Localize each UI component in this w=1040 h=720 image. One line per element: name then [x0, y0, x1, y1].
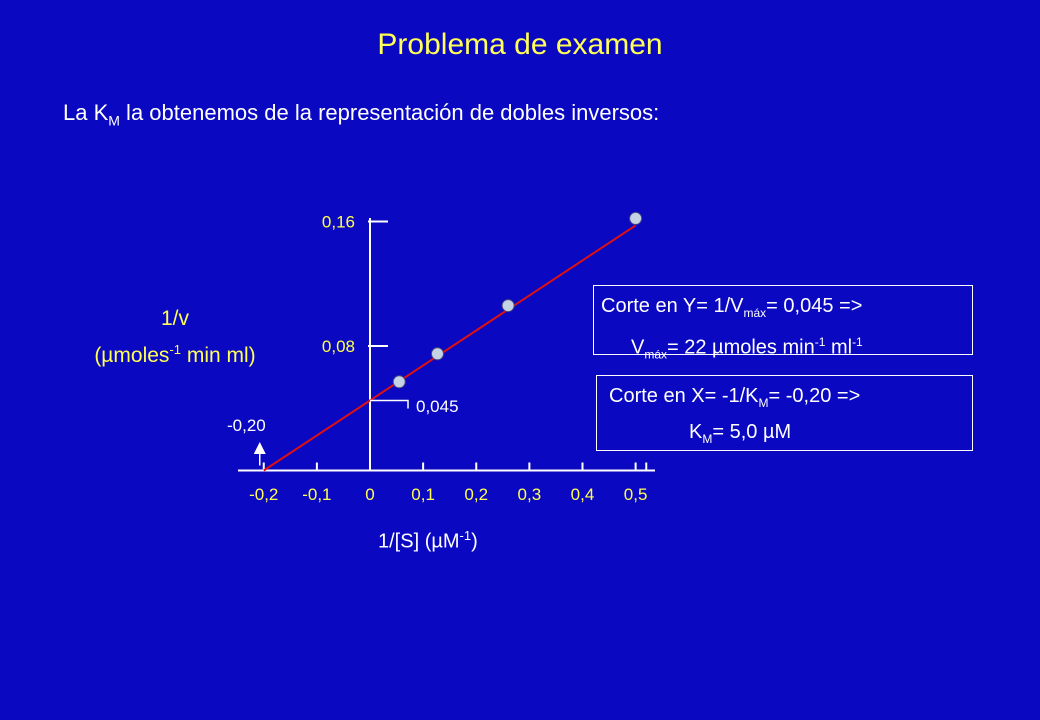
y-tick-label: 0,08	[322, 337, 355, 356]
x-tick-label: -0,2	[249, 485, 278, 504]
subtitle-sub: M	[108, 112, 120, 129]
x-tick-label: 0,5	[624, 485, 648, 504]
y-intercept-line1: Corte en Y= 1/Vmáx= 0,045 =>	[601, 292, 972, 328]
y-intercept-sub: máx	[743, 306, 767, 320]
x-intercept-sub: M	[758, 396, 769, 410]
vmax-line: Vmáx= 22 µmoles min-1 ml-1	[601, 328, 972, 370]
y-intercept-box: Corte en Y= 1/Vmáx= 0,045 => Vmáx= 22 µm…	[593, 285, 973, 362]
x-tick-label: 0	[365, 485, 374, 504]
y-axis-label-unit-sup: -1	[169, 342, 181, 357]
vmax-text-a: V	[631, 336, 645, 359]
y-intercept-text-a: Corte en Y= 1/V	[601, 295, 744, 317]
data-point	[392, 375, 406, 389]
slide-title: Problema de examen	[377, 28, 663, 61]
x-intercept-label: -0,20	[227, 416, 266, 435]
km-text-b: = 5,0 µM	[712, 421, 792, 443]
x-tick-label: 0,3	[518, 485, 542, 504]
km-line: KM= 5,0 µM	[609, 418, 972, 454]
x-axis-label-sup: -1	[459, 528, 472, 543]
x-axis-label-main: 1/[S] (µM	[378, 530, 460, 553]
y-tick-label: 0,16	[322, 213, 355, 232]
y-axis-label: 1/v (µmoles-1 min ml)	[50, 303, 300, 371]
x-intercept-box: Corte en X= -1/KM= -0,20 => KM= 5,0 µM	[596, 375, 973, 451]
x-tick-label: -0,1	[302, 485, 331, 504]
data-point	[501, 299, 515, 313]
y-axis-label-unit-a: (µmoles	[94, 344, 170, 367]
vmax-text-b: = 22 µmoles min	[667, 336, 815, 359]
y-intercept-pointer	[370, 399, 409, 409]
y-intercept-label: 0,045	[416, 397, 459, 416]
y-axis-label-unit-b: min ml)	[181, 344, 256, 367]
axes: -0,2 -0,1 0 0,1 0,2 0,3 0,4 0,5 0,08 0,16	[238, 213, 655, 504]
slide-subtitle: La KM la obtenemos de la representación …	[63, 100, 659, 128]
km-sub: M	[702, 432, 713, 446]
y-axis-label-line1: 1/v	[160, 307, 189, 330]
subtitle-suffix: la obtenemos de la representación de dob…	[119, 100, 660, 125]
annotations: 0,045 -0,20	[227, 397, 459, 466]
fit-line	[263, 224, 637, 472]
vmax-sup1: -1	[814, 335, 826, 349]
x-tick-label: 0,1	[411, 485, 435, 504]
x-intercept-text-a: Corte en X= -1/K	[609, 385, 759, 407]
x-tick-label: 0,4	[571, 485, 595, 504]
y-intercept-text-b: = 0,045 =>	[766, 295, 863, 317]
vmax-sub: máx	[644, 347, 668, 362]
data-points	[392, 211, 643, 389]
x-intercept-line1: Corte en X= -1/KM= -0,20 =>	[609, 382, 972, 418]
x-intercept-text-b: = -0,20 =>	[768, 385, 861, 407]
y-axis-label-line2: (µmoles-1 min ml)	[50, 334, 300, 371]
vmax-text-c: ml	[825, 336, 853, 359]
x-tick-label: 0,2	[464, 485, 488, 504]
x-axis-label: 1/[S] (µM-1)	[378, 528, 478, 554]
vmax-sup2: -1	[852, 335, 863, 349]
fit-line-group	[263, 224, 637, 472]
x-axis-label-end: )	[471, 530, 478, 553]
data-point	[430, 347, 444, 361]
data-point	[629, 211, 643, 225]
km-text-a: K	[689, 421, 703, 443]
subtitle-prefix: La K	[63, 100, 109, 125]
